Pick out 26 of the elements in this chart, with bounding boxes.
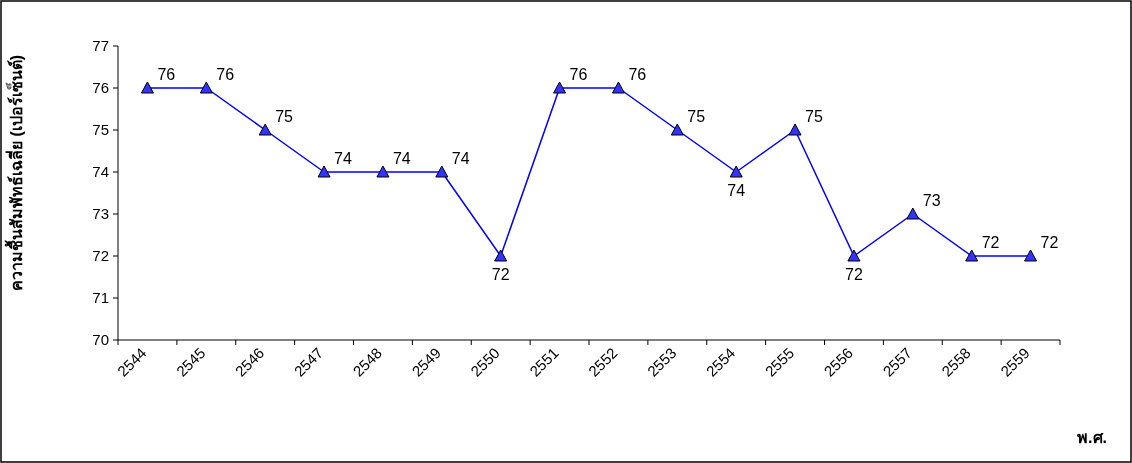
data-label: 72 [491, 266, 510, 283]
data-label: 74 [727, 182, 746, 199]
y-tick-label: 71 [92, 289, 109, 306]
y-tick-label: 72 [92, 247, 109, 264]
y-tick-label: 70 [92, 331, 109, 348]
data-label: 72 [1040, 234, 1059, 251]
data-label: 72 [981, 234, 1000, 251]
y-tick-label: 74 [92, 163, 109, 180]
data-label: 76 [628, 66, 647, 83]
y-tick-label: 73 [92, 205, 109, 222]
y-tick-label: 75 [92, 121, 109, 138]
y-axis-title: ความชื้นสัมพัทธ์เฉลี่ย (เปอร์เซ็นต์) [4, 54, 25, 292]
data-label: 73 [922, 192, 941, 209]
data-label: 75 [275, 108, 294, 125]
data-label: 76 [157, 66, 176, 83]
data-label: 75 [687, 108, 706, 125]
y-tick-label: 77 [92, 37, 109, 54]
y-tick-label: 76 [92, 79, 109, 96]
data-label: 75 [805, 108, 823, 125]
data-label: 74 [334, 150, 352, 167]
data-label: 72 [845, 266, 863, 283]
data-label: 74 [392, 150, 411, 167]
data-label: 74 [451, 150, 470, 167]
x-axis-title: พ.ศ. [1077, 429, 1107, 446]
data-label: 76 [216, 66, 235, 83]
data-label: 76 [569, 66, 588, 83]
